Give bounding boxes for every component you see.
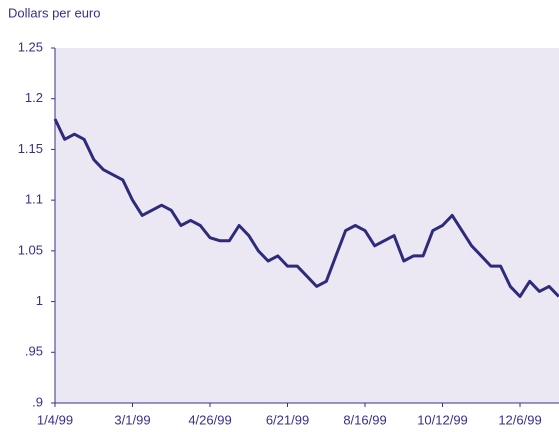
x-tick-label: 8/16/99 (343, 412, 386, 427)
y-tick-label: 1.1 (25, 192, 43, 207)
y-tick-label: 1 (36, 293, 43, 308)
plot-area (55, 48, 559, 403)
y-tick-label: 1.25 (18, 39, 43, 54)
x-tick-label: 6/21/99 (266, 412, 309, 427)
x-tick-label: 12/6/99 (498, 412, 541, 427)
y-tick-label: 1.05 (18, 242, 43, 257)
y-tick-label: 1.15 (18, 141, 43, 156)
x-tick-label: 4/26/99 (188, 412, 231, 427)
y-tick-label: .9 (32, 394, 43, 409)
chart-title: Dollars per euro (8, 5, 101, 20)
line-series (53, 118, 559, 298)
y-tick-label: 1.2 (25, 90, 43, 105)
x-tick-label: 1/4/99 (37, 412, 73, 427)
y-tick-label: .95 (25, 344, 43, 359)
x-tick-label: 3/1/99 (114, 412, 150, 427)
x-tick-label: 10/12/99 (417, 412, 468, 427)
